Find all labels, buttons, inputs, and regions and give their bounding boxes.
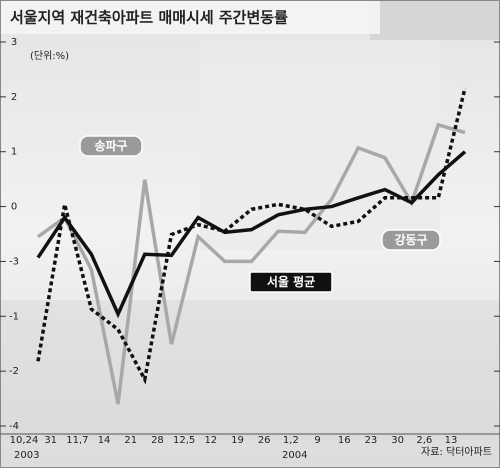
year-label: 2004 bbox=[282, 450, 307, 461]
x-tick-label: 11,7 bbox=[66, 435, 88, 446]
x-tick-label: 21 bbox=[124, 435, 137, 446]
x-tick-label: 10,24 bbox=[10, 435, 39, 446]
y-tick-label: -2 bbox=[9, 366, 19, 377]
legend-box bbox=[249, 271, 333, 293]
x-tick-label: 1,2 bbox=[283, 435, 299, 446]
chart-title: 서울지역 재건축아파트 매매시세 주간변동률 bbox=[10, 9, 288, 27]
year-label: 2003 bbox=[14, 450, 39, 461]
x-tick-label: 12 bbox=[204, 435, 217, 446]
x-tick-label: 2,6 bbox=[416, 435, 432, 446]
line-series bbox=[36, 150, 467, 319]
building-photo bbox=[370, 0, 500, 40]
line-series bbox=[36, 122, 466, 405]
legend-box bbox=[381, 229, 441, 251]
legend-label: 서울 평균 bbox=[267, 274, 315, 289]
x-tick-label: 9 bbox=[314, 435, 320, 446]
x-tick-label: 26 bbox=[258, 435, 271, 446]
y-tick-label: 1 bbox=[11, 147, 17, 158]
line-series bbox=[36, 87, 467, 385]
y-tick-label: -1 bbox=[9, 311, 19, 322]
x-tick-label: 28 bbox=[151, 435, 164, 446]
x-tick-label: 16 bbox=[338, 435, 351, 446]
x-tick-label: 14 bbox=[98, 435, 111, 446]
y-tick-label: 3 bbox=[11, 37, 17, 48]
y-tick-label: 2 bbox=[11, 92, 17, 103]
x-tick-label: 31 bbox=[44, 435, 57, 446]
trees-photo bbox=[0, 300, 500, 440]
title-bar bbox=[0, 0, 380, 34]
legend-label: 강동구 bbox=[394, 233, 427, 247]
y-tick-label: 0 bbox=[11, 202, 17, 213]
y-tick-label: -3 bbox=[9, 256, 19, 267]
x-tick-label: 30 bbox=[391, 435, 404, 446]
source: 자료: 닥터아파트 bbox=[421, 446, 492, 458]
unit-label: (단위:%) bbox=[30, 49, 69, 62]
legend-box bbox=[79, 135, 143, 157]
legend-label: 송파구 bbox=[94, 138, 127, 153]
x-tick-label: 13 bbox=[445, 435, 458, 446]
x-tick-label: 19 bbox=[231, 435, 244, 446]
x-tick-label: 12,5 bbox=[173, 435, 195, 446]
y-tick-label: -4 bbox=[9, 421, 19, 432]
x-tick-label: 23 bbox=[365, 435, 378, 446]
